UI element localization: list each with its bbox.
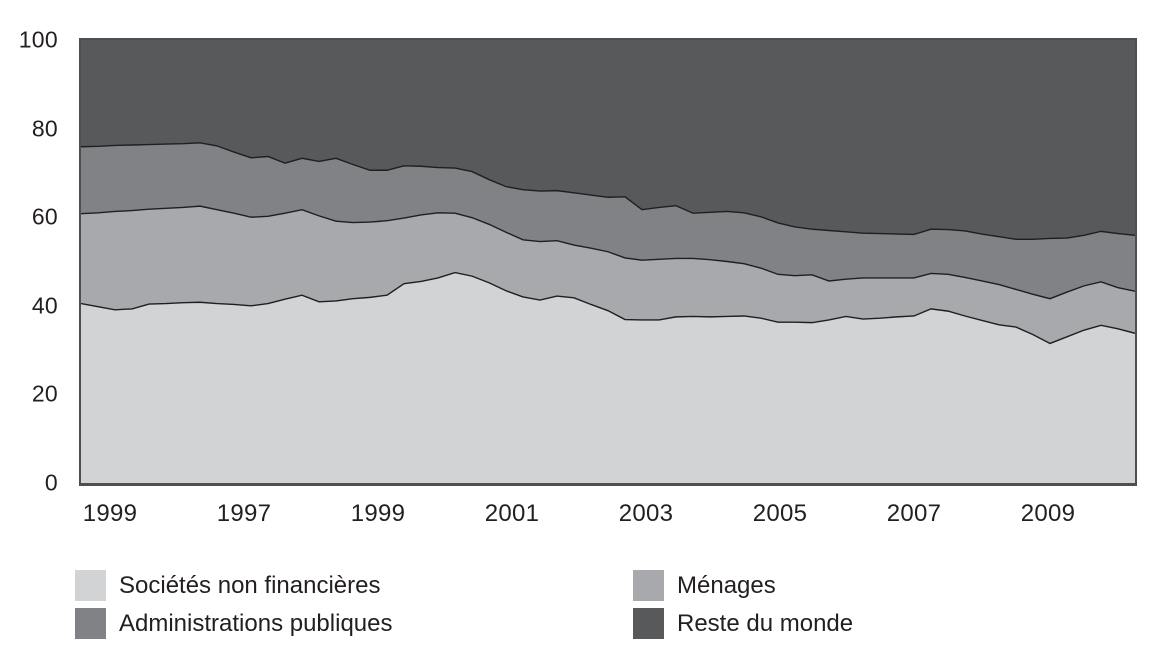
legend: Sociétés non financières Ménages Administr… xyxy=(75,570,853,639)
boundary-line-administrations-publiques-top xyxy=(81,142,1135,241)
area-reste-du-monde xyxy=(81,40,1135,240)
y-tick-label-80: 80 xyxy=(31,115,58,142)
x-tick-label-0: 1999 xyxy=(82,500,138,527)
plot-area xyxy=(79,38,1137,486)
legend-swatch-administrations-publiques xyxy=(75,608,106,639)
area-societes-non-financieres xyxy=(81,272,1135,483)
x-tick-label-5: 2005 xyxy=(752,500,808,527)
legend-label-reste-du-monde: Reste du monde xyxy=(677,610,854,637)
boundary-line-menages-top xyxy=(81,205,1135,300)
area-administrations-publiques xyxy=(81,142,1135,299)
plot-svg xyxy=(81,40,1135,483)
legend-item-menages: Ménages xyxy=(633,570,853,601)
x-tick-label-7: 2009 xyxy=(1020,500,1076,527)
legend-swatch-reste-du-monde xyxy=(633,608,664,639)
y-tick-label-60: 60 xyxy=(31,203,58,230)
legend-swatch-societes-non-financieres xyxy=(75,570,106,601)
legend-item-administrations-publiques: Administrations publiques xyxy=(75,608,633,639)
legend-label-menages: Ménages xyxy=(677,572,776,599)
x-tick-label-3: 2001 xyxy=(484,500,540,527)
y-tick-label-40: 40 xyxy=(31,292,58,319)
y-tick-label-100: 100 xyxy=(18,26,58,53)
y-tick-label-20: 20 xyxy=(31,380,58,407)
y-tick-label-0: 0 xyxy=(44,469,58,496)
legend-item-reste-du-monde: Reste du monde xyxy=(633,608,853,639)
area-menages xyxy=(81,206,1135,344)
legend-swatch-menages xyxy=(633,570,664,601)
boundary-line-societes-non-financieres-top xyxy=(81,271,1135,345)
legend-label-societes-non-financieres: Sociétés non financières xyxy=(119,572,381,599)
legend-item-societes-non-financieres: Sociétés non financières xyxy=(75,570,633,601)
x-tick-label-6: 2007 xyxy=(886,500,942,527)
x-tick-label-4: 2003 xyxy=(618,500,674,527)
x-tick-label-2: 1999 xyxy=(350,500,406,527)
x-tick-label-1: 1997 xyxy=(216,500,272,527)
legend-label-administrations-publiques: Administrations publiques xyxy=(119,610,393,637)
